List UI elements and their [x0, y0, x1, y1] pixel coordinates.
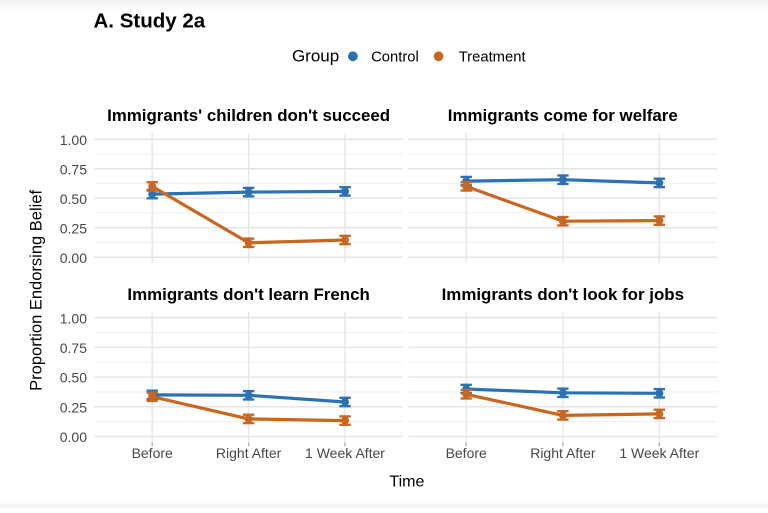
svg-text:Time: Time [389, 474, 424, 491]
svg-text:Immigrants don't look for jobs: Immigrants don't look for jobs [442, 285, 684, 304]
svg-text:Control: Control [371, 49, 419, 65]
svg-text:Immigrants' children don't suc: Immigrants' children don't succeed [107, 106, 390, 125]
svg-text:1.00: 1.00 [60, 310, 87, 326]
svg-text:Group: Group [292, 47, 339, 66]
svg-text:0.50: 0.50 [60, 191, 87, 207]
svg-text:0.50: 0.50 [60, 370, 87, 386]
svg-text:Before: Before [132, 445, 173, 461]
svg-text:0.00: 0.00 [60, 429, 87, 445]
svg-text:A. Study 2a: A. Study 2a [94, 9, 206, 32]
svg-text:Treatment: Treatment [459, 49, 526, 65]
svg-text:0.25: 0.25 [60, 399, 87, 415]
svg-text:Right After: Right After [530, 445, 596, 461]
svg-text:0.75: 0.75 [60, 340, 87, 356]
svg-text:Before: Before [446, 445, 487, 461]
svg-text:Proportion Endorsing Belief: Proportion Endorsing Belief [28, 190, 46, 391]
svg-text:0.75: 0.75 [60, 161, 87, 177]
svg-text:1.00: 1.00 [60, 132, 87, 148]
svg-text:1 Week After: 1 Week After [619, 445, 699, 461]
svg-text:0.00: 0.00 [60, 250, 87, 266]
svg-text:1 Week After: 1 Week After [305, 445, 385, 461]
svg-text:Immigrants don't learn French: Immigrants don't learn French [127, 285, 369, 304]
svg-text:Right After: Right After [216, 445, 282, 461]
svg-text:Immigrants come for welfare: Immigrants come for welfare [448, 106, 678, 125]
svg-text:0.25: 0.25 [60, 220, 87, 236]
